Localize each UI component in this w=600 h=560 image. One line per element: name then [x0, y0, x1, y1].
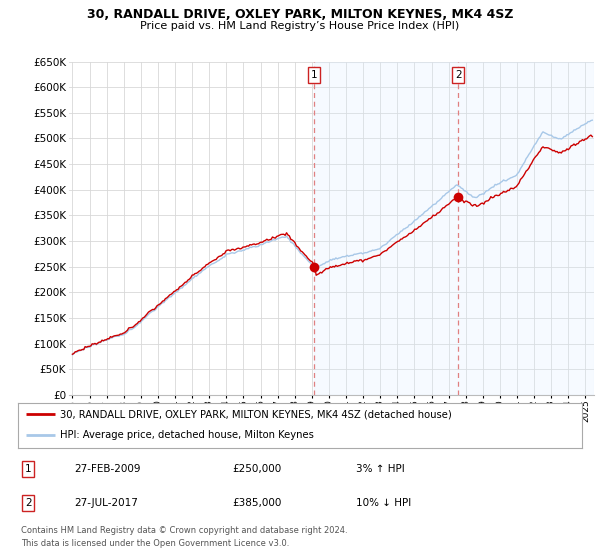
Text: £385,000: £385,000 — [232, 498, 281, 508]
Text: 2: 2 — [25, 498, 31, 508]
Text: 27-JUL-2017: 27-JUL-2017 — [74, 498, 138, 508]
Text: 27-FEB-2009: 27-FEB-2009 — [74, 464, 141, 474]
Text: This data is licensed under the Open Government Licence v3.0.: This data is licensed under the Open Gov… — [21, 539, 289, 548]
Text: 1: 1 — [25, 464, 31, 474]
Text: £250,000: £250,000 — [232, 464, 281, 474]
Text: 30, RANDALL DRIVE, OXLEY PARK, MILTON KEYNES, MK4 4SZ (detached house): 30, RANDALL DRIVE, OXLEY PARK, MILTON KE… — [60, 409, 452, 419]
Text: 1: 1 — [311, 70, 318, 80]
Text: 10% ↓ HPI: 10% ↓ HPI — [356, 498, 412, 508]
Text: 3% ↑ HPI: 3% ↑ HPI — [356, 464, 405, 474]
Text: Price paid vs. HM Land Registry’s House Price Index (HPI): Price paid vs. HM Land Registry’s House … — [140, 21, 460, 31]
Bar — [314, 62, 594, 395]
Text: HPI: Average price, detached house, Milton Keynes: HPI: Average price, detached house, Milt… — [60, 431, 314, 441]
Text: Contains HM Land Registry data © Crown copyright and database right 2024.: Contains HM Land Registry data © Crown c… — [21, 526, 347, 535]
Text: 2: 2 — [455, 70, 461, 80]
Text: 30, RANDALL DRIVE, OXLEY PARK, MILTON KEYNES, MK4 4SZ: 30, RANDALL DRIVE, OXLEY PARK, MILTON KE… — [87, 8, 513, 21]
